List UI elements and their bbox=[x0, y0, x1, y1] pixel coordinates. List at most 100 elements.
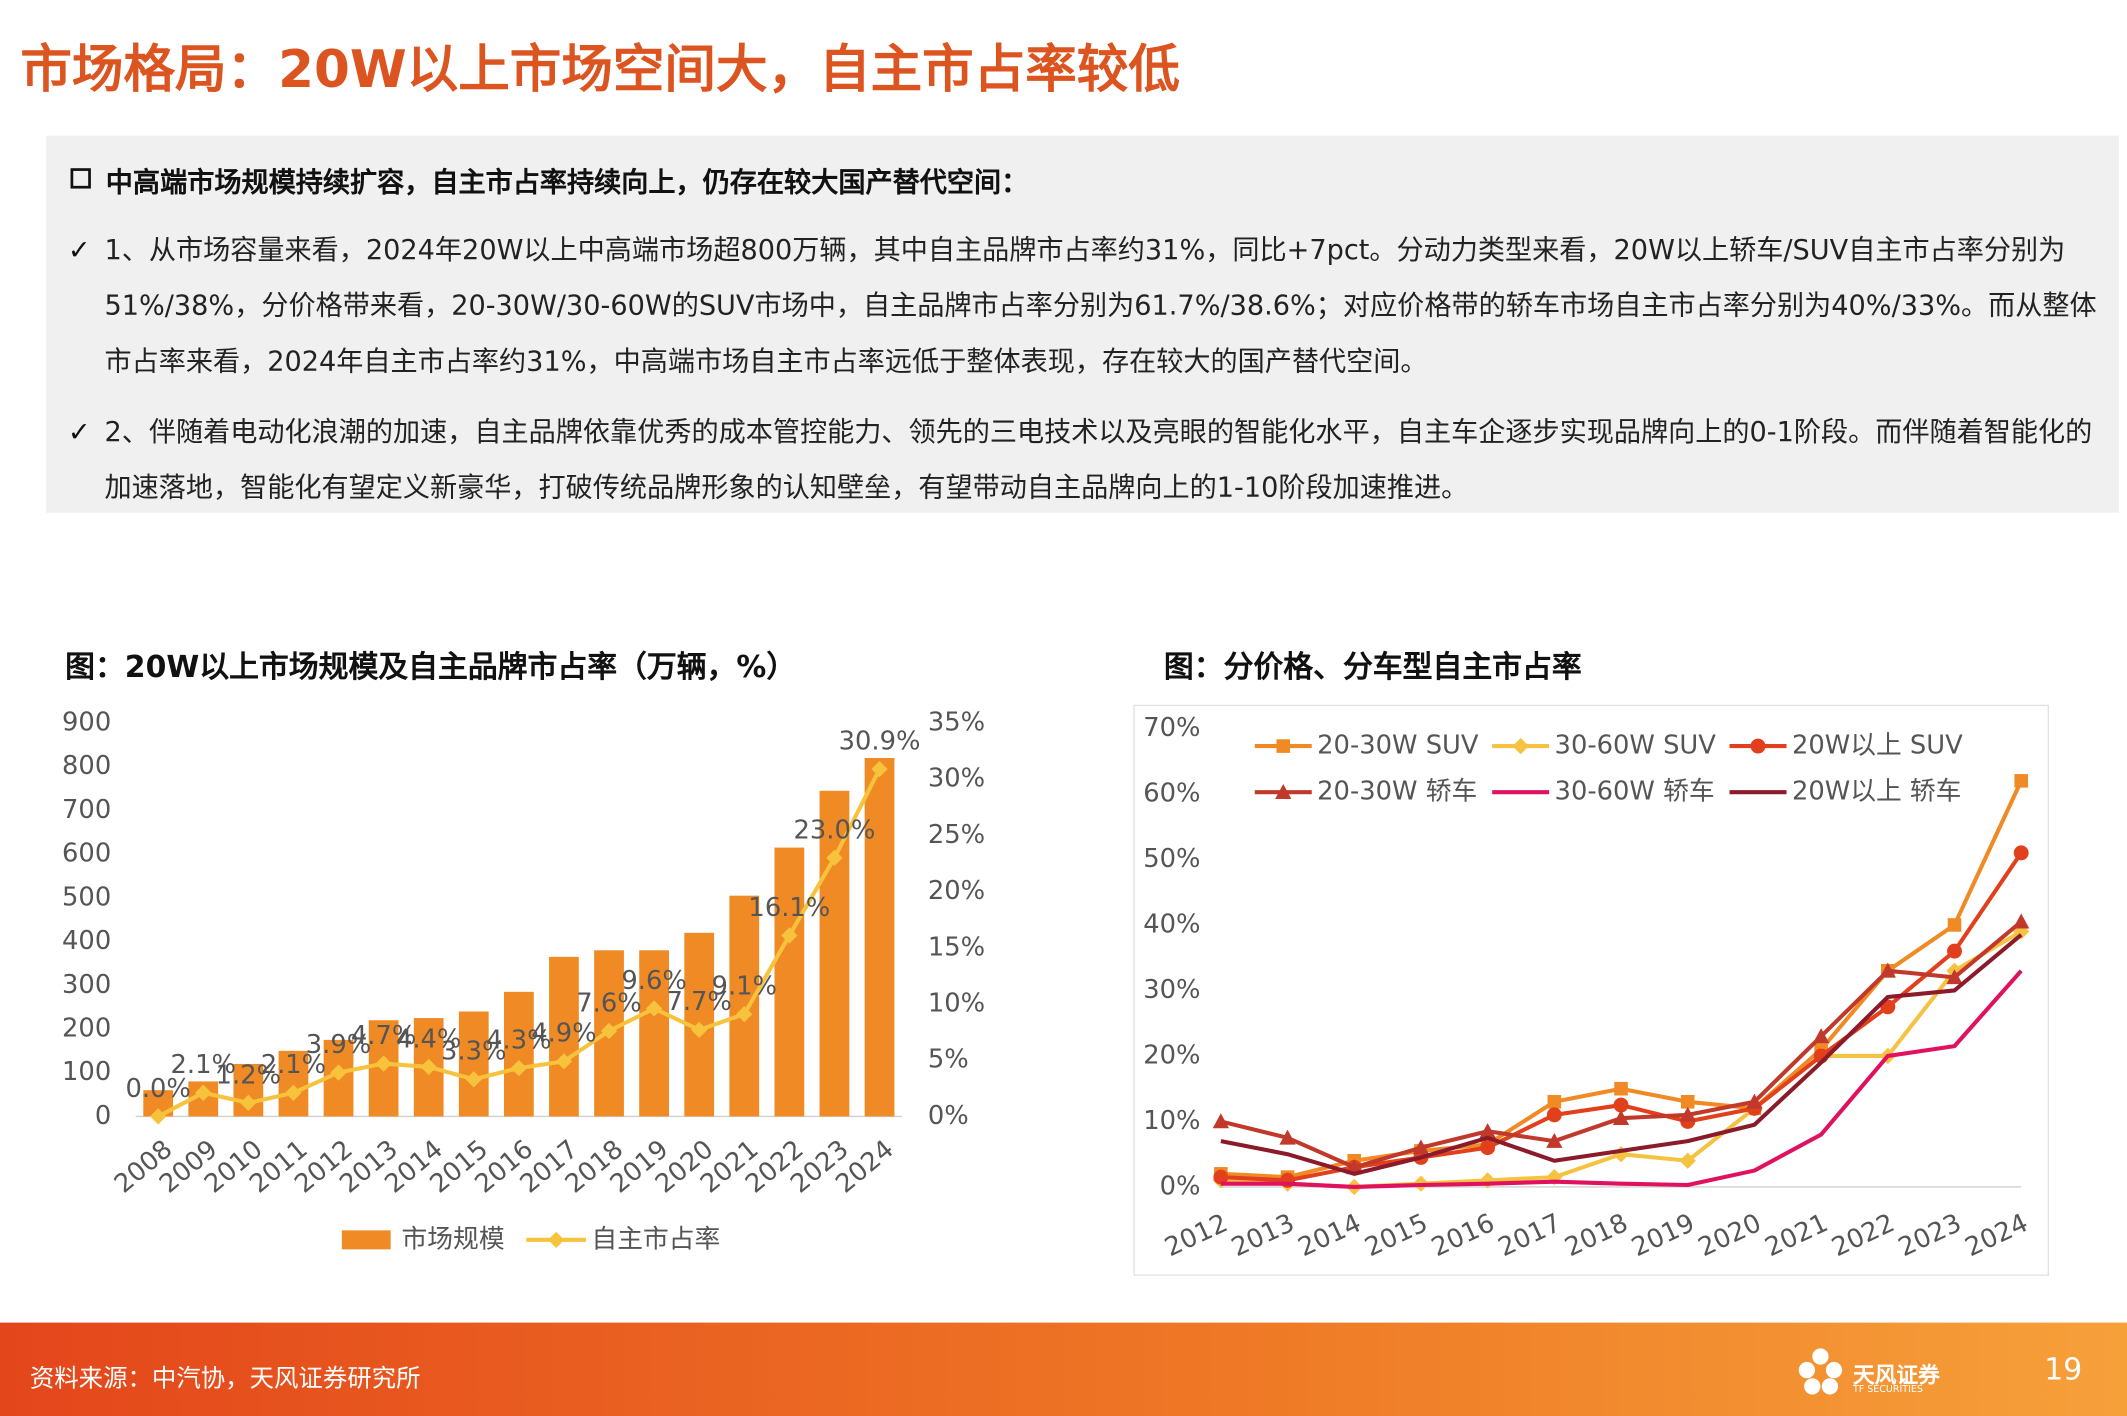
marker bbox=[1279, 1129, 1296, 1145]
x-tick-label: 2021 bbox=[1761, 1208, 1833, 1263]
marker bbox=[375, 1055, 392, 1072]
logo-name: 天风证券 bbox=[1852, 1361, 1940, 1388]
x-tick-label: 2023 bbox=[1894, 1208, 1966, 1263]
marker bbox=[2013, 845, 2029, 861]
y-tick-label: 700 bbox=[62, 795, 111, 825]
marker bbox=[1480, 1140, 1496, 1156]
marker bbox=[330, 1064, 347, 1081]
x-tick-label: 2016 bbox=[1427, 1208, 1499, 1263]
bar bbox=[864, 757, 895, 1117]
marker bbox=[645, 1000, 663, 1017]
x-tick-label: 2015 bbox=[1360, 1208, 1432, 1263]
data-label: 2.1% bbox=[261, 1050, 326, 1080]
marker bbox=[1612, 1110, 1630, 1125]
marker bbox=[150, 1108, 167, 1125]
data-label: 30.9% bbox=[839, 726, 921, 756]
y-tick-label: 50% bbox=[1143, 844, 1200, 874]
x-tick-label: 2019 bbox=[1627, 1208, 1699, 1263]
marker bbox=[285, 1084, 302, 1101]
marker bbox=[1947, 943, 1962, 959]
legend-label: 20W以上 轿车 bbox=[1792, 777, 1962, 807]
chart-frame bbox=[1133, 704, 2050, 1276]
marker bbox=[1679, 1106, 1696, 1122]
marker bbox=[826, 849, 843, 867]
data-label: 7.7% bbox=[666, 987, 731, 1017]
y-tick-label: 70% bbox=[1143, 713, 1200, 743]
y-tick-label: 400 bbox=[62, 926, 111, 956]
marker bbox=[1212, 1113, 1229, 1129]
bar bbox=[278, 1050, 309, 1117]
data-label: 7.6% bbox=[576, 988, 641, 1018]
y2-tick-label: 20% bbox=[928, 876, 985, 906]
x-tick-label: 2020 bbox=[1694, 1208, 1766, 1263]
summary-point: 1、从市场容量来看，2024年20W以上中高端市场超800万辆，其中自主品牌市占… bbox=[104, 233, 2097, 378]
x-tick-label: 2012 bbox=[1160, 1208, 1232, 1263]
slide-title: 市场格局：20W以上市场空间大，自主市占率较低 bbox=[20, 39, 1180, 100]
marker bbox=[871, 760, 888, 778]
y-tick-label: 500 bbox=[62, 882, 111, 912]
bar bbox=[639, 950, 669, 1117]
y2-tick-label: 35% bbox=[928, 708, 985, 738]
y2-tick-label: 5% bbox=[928, 1045, 969, 1075]
marker bbox=[736, 1005, 753, 1023]
legend-label: 自主市占率 bbox=[591, 1224, 720, 1254]
legend-marker bbox=[1512, 737, 1529, 755]
bar bbox=[774, 847, 805, 1117]
data-label: 9.1% bbox=[712, 971, 777, 1001]
x-tick-label: 2022 bbox=[1827, 1208, 1899, 1263]
summary-point: 2、伴随着电动化浪潮的加速，自主品牌依靠优秀的成本管控能力、领先的三电技术以及亮… bbox=[104, 415, 2093, 504]
x-tick-label: 2014 bbox=[1294, 1208, 1366, 1263]
data-label: 4.7% bbox=[351, 1021, 416, 1051]
marker bbox=[1879, 962, 1896, 978]
marker bbox=[2014, 774, 2028, 788]
marker bbox=[240, 1094, 257, 1112]
y-tick-label: 600 bbox=[62, 839, 111, 869]
line bbox=[1220, 969, 2023, 1189]
y2-tick-label: 25% bbox=[928, 820, 985, 850]
marker bbox=[1613, 1097, 1629, 1113]
data-label: 4.3% bbox=[486, 1025, 551, 1055]
data-label: 3.3% bbox=[441, 1037, 506, 1067]
y2-tick-label: 30% bbox=[928, 764, 985, 794]
chart-title: 图：20W以上市场规模及自主品牌市占率（万辆，%） bbox=[65, 651, 797, 686]
legend-marker bbox=[1276, 739, 1291, 753]
bar bbox=[549, 956, 579, 1117]
y-tick-label: 60% bbox=[1143, 778, 1200, 808]
legend-label: 市场规模 bbox=[402, 1224, 505, 1254]
y-tick-label: 800 bbox=[62, 751, 111, 781]
legend-label: 30-60W 轿车 bbox=[1555, 777, 1715, 807]
square-bullet bbox=[70, 168, 91, 189]
line bbox=[1220, 920, 2023, 1170]
legend-label: 20-30W 轿车 bbox=[1317, 777, 1477, 807]
marker bbox=[1479, 1123, 1496, 1139]
y-tick-label: 20% bbox=[1143, 1040, 1200, 1070]
summary-box bbox=[46, 135, 2119, 513]
data-label: 2.1% bbox=[171, 1050, 236, 1080]
marker bbox=[1679, 1152, 1696, 1169]
line bbox=[1220, 851, 2023, 1183]
marker bbox=[1546, 1132, 1563, 1148]
data-label: 0.0% bbox=[125, 1074, 190, 1104]
y-tick-label: 0% bbox=[1160, 1171, 1201, 1201]
legend-swatch bbox=[341, 1230, 391, 1250]
legend-label: 20W以上 SUV bbox=[1792, 731, 1963, 761]
footer-bar bbox=[0, 1322, 2127, 1416]
data-label: 3.9% bbox=[306, 1030, 371, 1060]
marker bbox=[195, 1084, 212, 1101]
marker bbox=[1746, 1093, 1763, 1109]
x-tick-label: 2017 bbox=[1494, 1208, 1566, 1263]
legend-marker bbox=[1750, 738, 1766, 754]
check-icon: ✓ bbox=[67, 415, 91, 448]
y2-tick-label: 15% bbox=[928, 932, 985, 962]
marker bbox=[1412, 1139, 1430, 1155]
x-tick-label: 2024 bbox=[1961, 1208, 2033, 1263]
legend-swatch bbox=[548, 1231, 565, 1248]
y-tick-label: 200 bbox=[62, 1013, 111, 1043]
y-tick-label: 40% bbox=[1143, 909, 1200, 939]
x-tick-label: 2013 bbox=[1227, 1208, 1299, 1263]
legend-marker bbox=[1275, 784, 1292, 799]
logo-subtitle: TF SECURITIES bbox=[1852, 1383, 1923, 1395]
y-tick-label: 100 bbox=[62, 1057, 111, 1087]
